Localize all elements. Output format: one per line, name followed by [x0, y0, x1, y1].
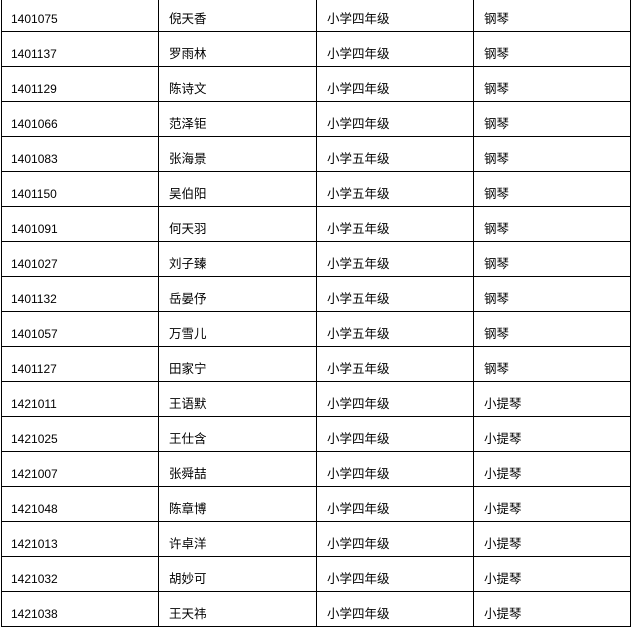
table-row: 1421007 张舜喆 小学四年级 小提琴: [1, 452, 631, 487]
grade-cell: 小学四年级: [316, 0, 473, 31]
student-id-cell: 1401057: [1, 312, 158, 346]
instrument-cell: 钢琴: [473, 172, 631, 206]
table-row: 1401091 何天羽 小学五年级 钢琴: [1, 207, 631, 242]
student-name-cell: 张舜喆: [158, 452, 316, 486]
student-name-cell: 万雪儿: [158, 312, 316, 346]
grade-cell: 小学四年级: [316, 522, 473, 556]
instrument-cell: 小提琴: [473, 452, 631, 486]
student-id-cell: 1401129: [1, 67, 158, 101]
student-name-cell: 张海景: [158, 137, 316, 171]
instrument-cell: 小提琴: [473, 417, 631, 451]
student-id-cell: 1401127: [1, 347, 158, 381]
student-id-cell: 1421038: [1, 592, 158, 626]
grade-cell: 小学五年级: [316, 242, 473, 276]
student-name-cell: 陈章博: [158, 487, 316, 521]
student-name-cell: 范泽钜: [158, 102, 316, 136]
table-row: 1401127 田家宁 小学五年级 钢琴: [1, 347, 631, 382]
instrument-cell: 小提琴: [473, 592, 631, 626]
table-row: 1401137 罗雨林 小学四年级 钢琴: [1, 32, 631, 67]
student-name-cell: 胡妙可: [158, 557, 316, 591]
instrument-cell: 钢琴: [473, 347, 631, 381]
instrument-cell: 钢琴: [473, 32, 631, 66]
table-row: 1401132 岳晏伃 小学五年级 钢琴: [1, 277, 631, 312]
student-name-cell: 许卓洋: [158, 522, 316, 556]
table-row: 1401027 刘子臻 小学五年级 钢琴: [1, 242, 631, 277]
student-id-cell: 1401027: [1, 242, 158, 276]
grade-cell: 小学四年级: [316, 487, 473, 521]
instrument-cell: 钢琴: [473, 67, 631, 101]
grade-cell: 小学四年级: [316, 557, 473, 591]
table-row: 1421013 许卓洋 小学四年级 小提琴: [1, 522, 631, 557]
student-id-cell: 1421048: [1, 487, 158, 521]
instrument-cell: 小提琴: [473, 382, 631, 416]
instrument-cell: 钢琴: [473, 207, 631, 241]
instrument-cell: 小提琴: [473, 522, 631, 556]
table-row: 1421025 王仕含 小学四年级 小提琴: [1, 417, 631, 452]
student-name-cell: 岳晏伃: [158, 277, 316, 311]
table-row: 1401066 范泽钜 小学四年级 钢琴: [1, 102, 631, 137]
grade-cell: 小学五年级: [316, 137, 473, 171]
table-row: 1421038 王天祎 小学四年级 小提琴: [1, 592, 631, 627]
instrument-cell: 钢琴: [473, 277, 631, 311]
table-row: 1421011 王语默 小学四年级 小提琴: [1, 382, 631, 417]
student-name-cell: 田家宁: [158, 347, 316, 381]
student-id-cell: 1401150: [1, 172, 158, 206]
student-id-cell: 1401091: [1, 207, 158, 241]
table-row: 1421048 陈章博 小学四年级 小提琴: [1, 487, 631, 522]
student-name-cell: 倪天香: [158, 0, 316, 31]
table-row: 1401083 张海景 小学五年级 钢琴: [1, 137, 631, 172]
grade-cell: 小学五年级: [316, 207, 473, 241]
grade-cell: 小学四年级: [316, 382, 473, 416]
grade-cell: 小学五年级: [316, 347, 473, 381]
table-row: 1401057 万雪儿 小学五年级 钢琴: [1, 312, 631, 347]
student-id-cell: 1401132: [1, 277, 158, 311]
grade-cell: 小学四年级: [316, 32, 473, 66]
instrument-cell: 钢琴: [473, 137, 631, 171]
grade-cell: 小学四年级: [316, 417, 473, 451]
table-row: 1401150 吴伯阳 小学五年级 钢琴: [1, 172, 631, 207]
student-id-cell: 1401083: [1, 137, 158, 171]
student-id-cell: 1421025: [1, 417, 158, 451]
student-id-cell: 1421032: [1, 557, 158, 591]
student-name-cell: 刘子臻: [158, 242, 316, 276]
student-id-cell: 1421013: [1, 522, 158, 556]
student-id-cell: 1421011: [1, 382, 158, 416]
grade-cell: 小学五年级: [316, 277, 473, 311]
grade-cell: 小学五年级: [316, 172, 473, 206]
instrument-cell: 钢琴: [473, 0, 631, 31]
student-name-cell: 陈诗文: [158, 67, 316, 101]
student-id-cell: 1421007: [1, 452, 158, 486]
student-name-cell: 何天羽: [158, 207, 316, 241]
table-row: 1401129 陈诗文 小学四年级 钢琴: [1, 67, 631, 102]
grade-cell: 小学四年级: [316, 452, 473, 486]
student-name-cell: 王语默: [158, 382, 316, 416]
grade-cell: 小学四年级: [316, 67, 473, 101]
instrument-cell: 钢琴: [473, 242, 631, 276]
instrument-cell: 钢琴: [473, 312, 631, 346]
student-name-cell: 罗雨林: [158, 32, 316, 66]
student-name-cell: 吴伯阳: [158, 172, 316, 206]
grade-cell: 小学四年级: [316, 592, 473, 626]
student-id-cell: 1401066: [1, 102, 158, 136]
instrument-cell: 小提琴: [473, 487, 631, 521]
instrument-cell: 钢琴: [473, 102, 631, 136]
instrument-cell: 小提琴: [473, 557, 631, 591]
student-id-cell: 1401075: [1, 0, 158, 31]
student-id-cell: 1401137: [1, 32, 158, 66]
table-row: 1401075 倪天香 小学四年级 钢琴: [1, 0, 631, 32]
student-name-cell: 王仕含: [158, 417, 316, 451]
grade-cell: 小学四年级: [316, 102, 473, 136]
grade-cell: 小学五年级: [316, 312, 473, 346]
table-row: 1421032 胡妙可 小学四年级 小提琴: [1, 557, 631, 592]
student-name-cell: 王天祎: [158, 592, 316, 626]
